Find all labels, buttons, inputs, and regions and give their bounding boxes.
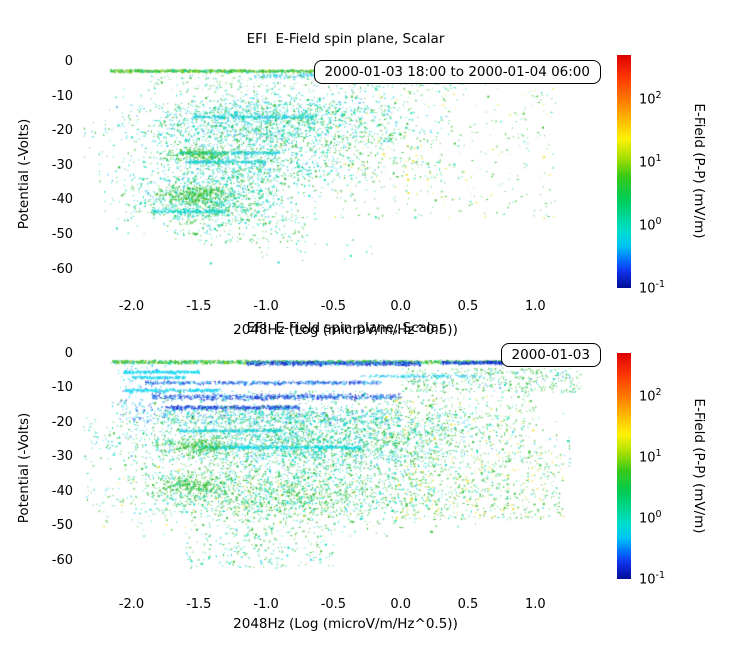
colorbar-gradient	[617, 353, 631, 579]
bottom-x-axis-label: 2048Hz (Log (microV/m/Hz^0.5))	[233, 616, 458, 632]
top-panel-title: EFI E-Field spin plane, Scalar	[246, 31, 445, 47]
x-tick-label: 1.0	[524, 597, 546, 612]
x-tick-label: -1.0	[253, 597, 279, 612]
scatter-canvas	[83, 57, 608, 292]
x-tick-label: 0.0	[390, 299, 412, 314]
colorbar-tick-label: 101	[639, 447, 662, 466]
colorbar-tick-label: 102	[639, 386, 662, 405]
bottom-panel-title: EFI E-Field spin plane, Scalar	[246, 320, 445, 336]
colorbar-tick-label: 101	[639, 153, 662, 171]
y-tick-label: 0	[64, 54, 73, 70]
colorbar-gradient	[617, 55, 631, 288]
y-tick-label: -60	[51, 552, 73, 568]
y-tick-label: -50	[51, 518, 73, 534]
x-tick-label: -0.5	[320, 299, 347, 314]
colorbar-tick-label: 102	[639, 90, 662, 108]
bottom-colorbar-label: E-Field (P-P) (mV/m)	[691, 398, 707, 534]
y-tick-label: 0	[64, 345, 73, 361]
x-tick-label: 0.0	[390, 597, 412, 612]
x-tick-label: 0.5	[457, 597, 479, 612]
y-tick-label: -50	[51, 226, 73, 242]
top-y-axis-label: Potential (-Volts)	[16, 118, 32, 230]
top-x-axis-label: 2048Hz (Log (microV/m/Hz^0.5))	[233, 322, 458, 338]
y-tick-label: -40	[51, 483, 73, 499]
x-tick-label: -2.0	[118, 299, 145, 314]
x-tick-label: 1.0	[524, 299, 546, 314]
top-colorbar-label: E-Field (P-P) (mV/m)	[691, 103, 707, 239]
y-tick-label: -40	[51, 192, 73, 208]
bottom-legend-box: 2000-01-03	[500, 343, 601, 367]
x-tick-label: -2.0	[118, 597, 145, 612]
x-tick-label: -1.5	[186, 299, 212, 314]
y-tick-label: -30	[51, 157, 73, 173]
y-tick-label: -10	[51, 88, 73, 104]
x-tick-label: -1.5	[186, 597, 212, 612]
colorbar-tick-label: 10-1	[639, 570, 666, 588]
colorbar-tick-label: 10-1	[639, 279, 666, 297]
y-tick-label: -30	[51, 449, 73, 465]
colorbar-tick-label: 100	[639, 216, 662, 234]
y-tick-label: -10	[51, 380, 73, 396]
x-tick-label: 0.5	[457, 299, 479, 314]
bottom-y-axis-label: Potential (-Volts)	[16, 412, 32, 524]
y-tick-label: -60	[51, 261, 73, 277]
colorbar-tick-label: 100	[639, 508, 662, 527]
scatter-canvas	[83, 347, 608, 590]
x-tick-label: -0.5	[320, 597, 347, 612]
top-legend-box: 2000-01-03 18:00 to 2000-01-04 06:00	[313, 60, 601, 84]
y-tick-label: -20	[51, 123, 73, 139]
x-tick-label: -1.0	[253, 299, 279, 314]
y-tick-label: -20	[51, 414, 73, 430]
